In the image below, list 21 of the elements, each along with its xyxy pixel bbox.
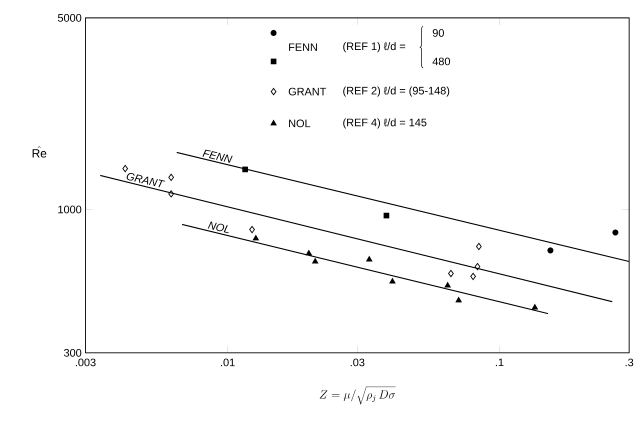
- annotation: (REF 1) ℓ/d =: [343, 42, 406, 52]
- x-tick-label: .003: [76, 358, 96, 366]
- annotation: NOL: [208, 221, 229, 234]
- legend-label: GRANT: [288, 88, 326, 96]
- annotation: (REF 2) ℓ/d = (95-148): [343, 86, 450, 96]
- y-axis-title: $\hat{\mathrm{Re}}$: [32, 146, 46, 158]
- x-tick-label: .03: [350, 358, 364, 366]
- annotation: 90: [432, 28, 444, 37]
- annotation: GRANT: [126, 172, 166, 188]
- y-tick-label: 1000: [58, 205, 82, 214]
- x-axis-title: $Z = \mu / \sqrt{\rho_j \, D \sigma}$: [320, 386, 396, 404]
- x-tick-label: .1: [496, 358, 504, 366]
- legend-label: NOL: [289, 119, 310, 128]
- x-tick-label: .01: [221, 358, 235, 366]
- x-tick-label: .3: [626, 358, 634, 366]
- annotation: FENN: [202, 149, 233, 163]
- annotation: FENN: [289, 43, 317, 51]
- y-tick-label: 5000: [58, 14, 82, 22]
- y-tick-label: 300: [64, 348, 82, 357]
- annotation: 480: [432, 57, 450, 66]
- annotation: (REF 4) ℓ/d = 145: [343, 118, 426, 128]
